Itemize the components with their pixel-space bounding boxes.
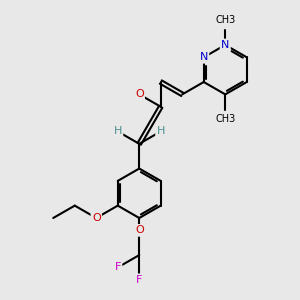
Text: H: H	[157, 127, 165, 136]
Text: N: N	[200, 52, 208, 62]
Text: O: O	[92, 213, 100, 223]
Text: F: F	[136, 275, 142, 285]
Text: O: O	[135, 89, 144, 99]
Text: N: N	[221, 40, 230, 50]
Text: CH3: CH3	[215, 15, 236, 25]
Text: F: F	[115, 262, 121, 272]
Text: O: O	[135, 225, 144, 236]
Text: CH3: CH3	[215, 114, 236, 124]
Text: H: H	[114, 127, 122, 136]
